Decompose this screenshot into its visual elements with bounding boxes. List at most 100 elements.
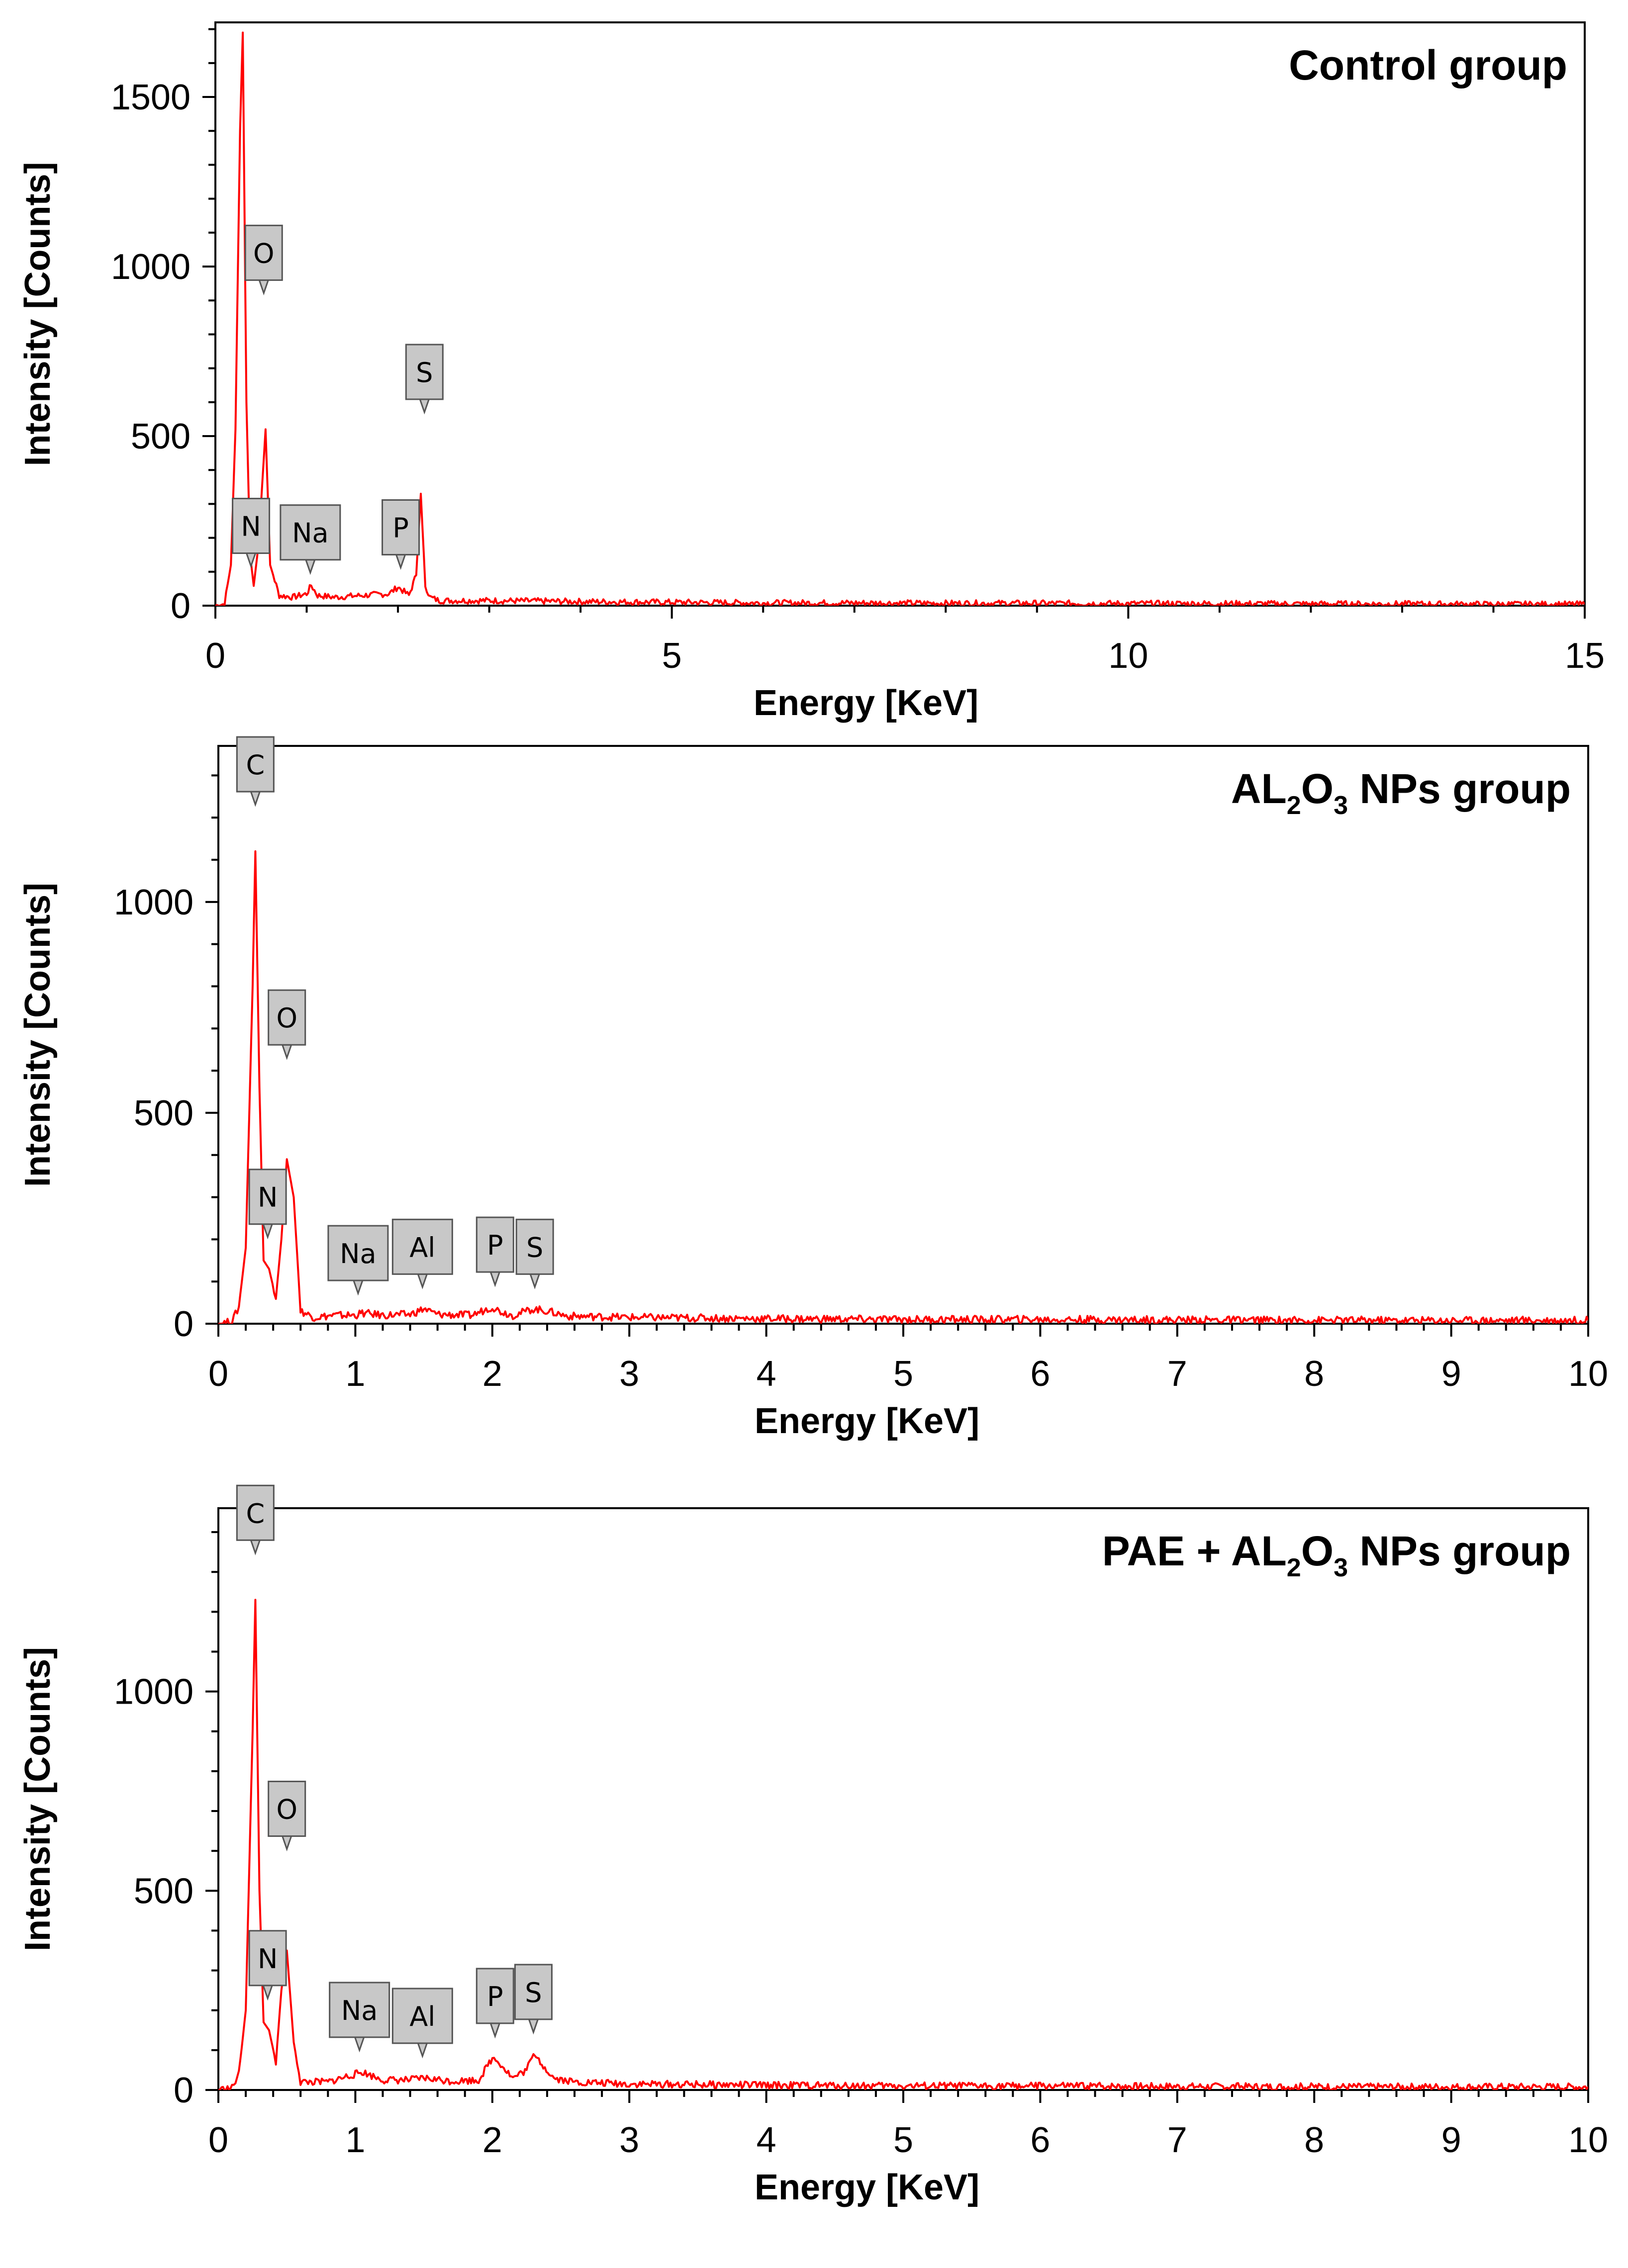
x-tick-label: 0 bbox=[208, 1354, 228, 1394]
peak-label-o: O bbox=[268, 989, 306, 1060]
y-tick-label: 500 bbox=[134, 1093, 193, 1133]
y-tick-label: 0 bbox=[174, 1304, 193, 1344]
y-tick-label: 1000 bbox=[111, 247, 191, 287]
spectrum-line bbox=[215, 31, 1585, 606]
y-tick-label: 1000 bbox=[114, 883, 193, 922]
peak-label-na: Na bbox=[329, 1982, 390, 2053]
peak-label-box bbox=[391, 1988, 453, 2044]
peak-label-text: C bbox=[246, 749, 265, 781]
peak-label-text: O bbox=[276, 1794, 297, 1825]
peak-label-text: P bbox=[392, 512, 409, 544]
x-tick-label: 10 bbox=[1108, 636, 1148, 676]
peak-label-box bbox=[476, 1968, 514, 2024]
y-tick-label: 500 bbox=[134, 1871, 193, 1911]
x-tick-label: 10 bbox=[1568, 2120, 1608, 2160]
peak-label-al: Al bbox=[391, 1218, 453, 1289]
x-tick-label: 6 bbox=[1030, 2120, 1050, 2160]
peak-label-o: O bbox=[268, 1781, 306, 1852]
peak-label-text: S bbox=[416, 357, 433, 388]
x-tick-label: 6 bbox=[1030, 1354, 1050, 1394]
peak-label-text: Al bbox=[409, 2001, 435, 2032]
peak-label-s: S bbox=[515, 1218, 554, 1289]
x-tick-label: 9 bbox=[1441, 1354, 1461, 1394]
y-axis-title: Intensity [Counts] bbox=[18, 883, 58, 1187]
peak-label-text: Al bbox=[409, 1232, 435, 1263]
y-tick-label: 500 bbox=[131, 417, 191, 456]
peak-label-box bbox=[232, 498, 271, 554]
panel-title-part: O bbox=[1301, 765, 1334, 812]
chart-panel-1: 0 5 10 15 0 500 1000 1500 Energy [KeV] Intensity … bbox=[18, 21, 1605, 723]
x-tick-label: 1 bbox=[345, 2120, 365, 2160]
peak-label-box bbox=[515, 1218, 554, 1275]
peak-label-box bbox=[405, 344, 444, 400]
peak-label-box bbox=[236, 1484, 275, 1541]
y-axis-title: Intensity [Counts] bbox=[18, 162, 58, 466]
peak-label-na: Na bbox=[327, 1225, 389, 1296]
x-tick-label: 5 bbox=[893, 1354, 913, 1394]
peak-label-n: N bbox=[248, 1930, 287, 2001]
peak-label-n: N bbox=[232, 498, 271, 569]
peak-label-box bbox=[248, 1930, 287, 1987]
x-tick-label: 7 bbox=[1167, 2120, 1187, 2160]
x-tick-label: 5 bbox=[893, 2120, 913, 2160]
peak-label-na: Na bbox=[280, 504, 341, 575]
y-tick-label: 0 bbox=[171, 586, 191, 626]
peak-label-n: N bbox=[248, 1169, 287, 1240]
x-axis-title: Energy [KeV] bbox=[755, 1401, 979, 1441]
x-tick-label: 9 bbox=[1441, 2120, 1461, 2160]
peak-label-box bbox=[248, 1169, 287, 1225]
peak-label-text: N bbox=[258, 1943, 278, 1975]
peak-label-text: S bbox=[526, 1232, 543, 1263]
peak-label-box bbox=[244, 224, 283, 281]
x-tick-label: 2 bbox=[482, 2120, 502, 2160]
x-tick-label: 2 bbox=[482, 1354, 502, 1394]
peak-label-text: Na bbox=[292, 518, 329, 549]
spectrum-line bbox=[218, 1599, 1588, 2090]
panel-title-part: 3 bbox=[1334, 791, 1348, 820]
spectrum-line bbox=[218, 850, 1588, 1324]
peak-label-text: N bbox=[241, 511, 261, 543]
panel-title-part: 3 bbox=[1334, 1553, 1348, 1582]
panel-title: AL2O3 NPs group bbox=[1231, 765, 1571, 820]
peak-label-c: C bbox=[236, 736, 275, 807]
x-tick-label: 8 bbox=[1304, 1354, 1324, 1394]
panel-title: Control group bbox=[1289, 42, 1567, 89]
x-tick-label: 4 bbox=[757, 2120, 776, 2160]
x-tick-label: 15 bbox=[1565, 636, 1605, 676]
peak-label-box bbox=[268, 989, 306, 1046]
plot-frame bbox=[214, 21, 1586, 607]
y-tick-label: 1500 bbox=[111, 78, 191, 117]
peak-label-text: S bbox=[525, 1977, 542, 2008]
peak-label-al: Al bbox=[391, 1988, 453, 2059]
panel-title-part: 2 bbox=[1287, 791, 1301, 820]
peak-label-text: P bbox=[487, 1981, 503, 2012]
x-axis-title: Energy [KeV] bbox=[754, 683, 978, 723]
x-tick-label: 5 bbox=[662, 636, 682, 676]
peak-label-box bbox=[268, 1781, 306, 1837]
peak-label-box bbox=[329, 1982, 390, 2038]
peak-label-text: P bbox=[487, 1230, 503, 1261]
peak-label-box bbox=[391, 1218, 453, 1275]
peak-label-text: Na bbox=[341, 1995, 378, 2026]
peak-label-text: N bbox=[258, 1182, 278, 1213]
x-tick-label: 0 bbox=[208, 2120, 228, 2160]
x-tick-label: 4 bbox=[757, 1354, 776, 1394]
peak-label-box bbox=[236, 736, 275, 793]
panel-title-part: AL bbox=[1231, 765, 1287, 812]
x-tick-label: 8 bbox=[1304, 2120, 1324, 2160]
x-axis-title: Energy [KeV] bbox=[755, 2168, 979, 2207]
peak-label-s: S bbox=[514, 1964, 553, 2035]
peak-label-text: O bbox=[253, 238, 275, 269]
panel-title: PAE + AL2O3 NPs group bbox=[1102, 1528, 1571, 1582]
y-tick-label: 0 bbox=[174, 2071, 193, 2110]
peak-label-s: S bbox=[405, 344, 444, 415]
chart-panel-3: 0 1 2 3 4 5 6 7 8 9 10 0 500 1000 Energy [KeV] Intensit… bbox=[18, 1484, 1608, 2207]
y-axis-title: Intensity [Counts] bbox=[18, 1647, 58, 1951]
peak-label-o: O bbox=[244, 224, 283, 295]
peak-label-box bbox=[280, 504, 341, 561]
chart-panel-2: 0 1 2 3 4 5 6 7 8 9 10 0 500 1000 Energy [KeV] Intensit… bbox=[18, 736, 1608, 1441]
peak-label-p: P bbox=[382, 499, 420, 570]
peak-label-text: C bbox=[246, 1498, 265, 1529]
panel-title-part: PAE + AL bbox=[1102, 1528, 1287, 1574]
